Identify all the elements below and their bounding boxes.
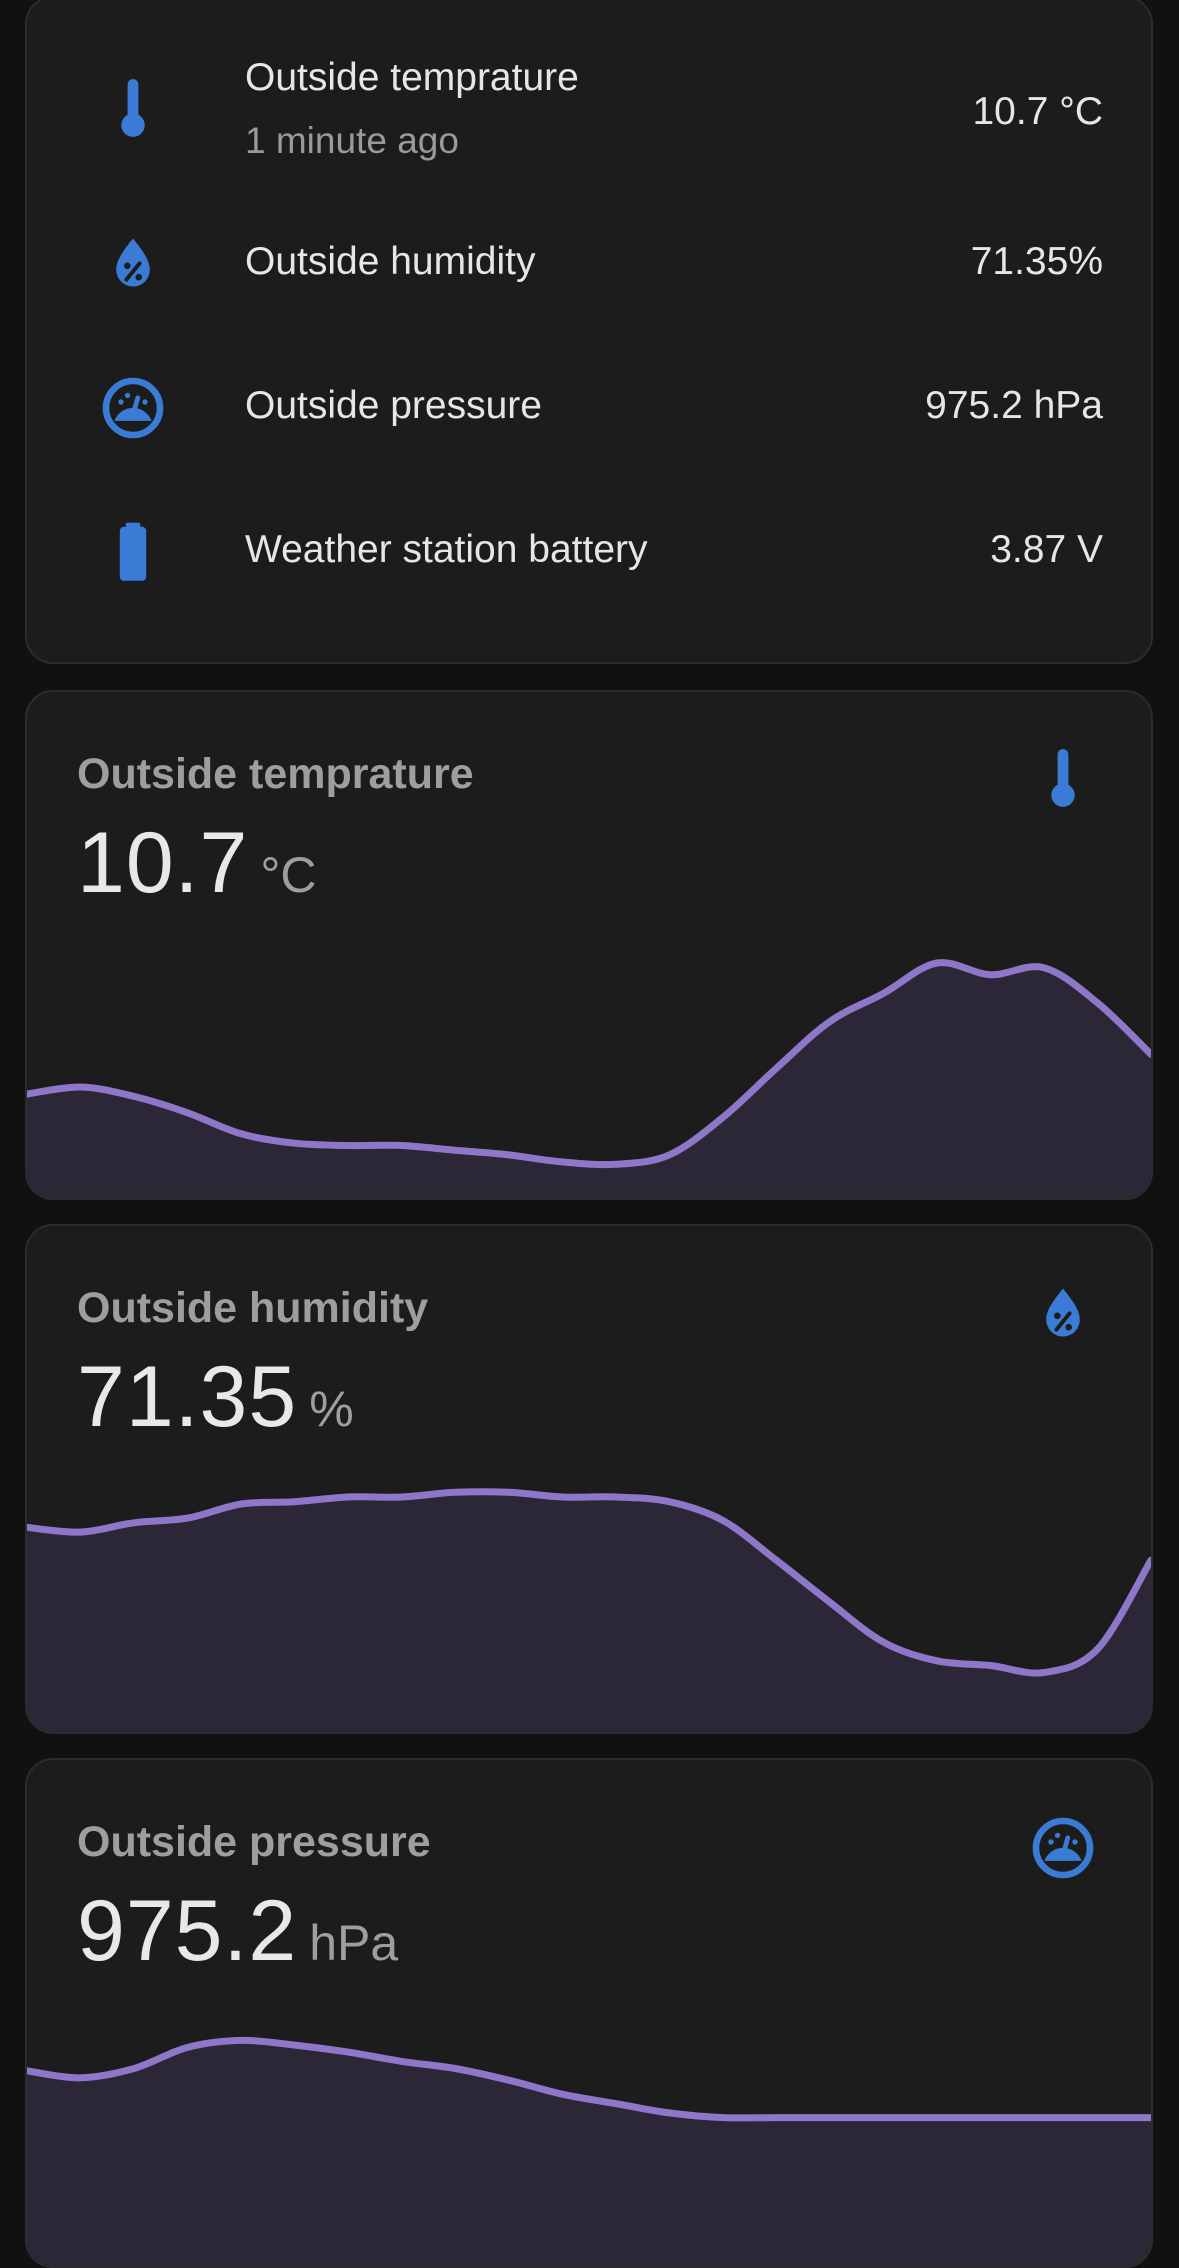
entity-row-outside-pressure[interactable]: Outside pressure 975.2 hPa — [27, 348, 1151, 468]
gauge-icon — [1027, 1812, 1099, 1884]
entity-value: 10.7 °C — [972, 90, 1103, 133]
graph-line — [27, 959, 1151, 1169]
humidity-drop-icon — [97, 228, 169, 300]
entity-value: 975.2 hPa — [925, 384, 1103, 427]
sensor-card-state: 975.2 hPa — [77, 1882, 398, 1981]
entity-value: 3.87 V — [990, 528, 1103, 571]
entities-card: Outside temprature 1 minute ago 10.7 °C … — [25, 0, 1153, 664]
graph-area — [27, 962, 1151, 1198]
graph-area — [27, 2040, 1151, 2266]
sensor-card-state: 71.35% — [77, 1348, 354, 1447]
sensor-card-outside-temperature[interactable]: Outside temprature 10.7 °C — [25, 690, 1153, 1200]
entity-name: Outside humidity — [245, 240, 536, 283]
entity-name: Weather station battery — [245, 528, 648, 571]
entity-row-outside-temperature[interactable]: Outside temprature 1 minute ago 10.7 °C — [27, 50, 1151, 170]
thermometer-icon — [97, 74, 169, 146]
graph-line — [27, 1488, 1151, 1677]
sensor-unit: hPa — [309, 1915, 399, 1971]
sensor-history-graph — [27, 1472, 1151, 1732]
entity-row-weather-station-battery[interactable]: Weather station battery 3.87 V — [27, 492, 1151, 612]
sensor-value: 10.7 — [77, 815, 249, 911]
sensor-card-title: Outside pressure — [77, 1818, 431, 1866]
sensor-history-graph — [27, 2006, 1151, 2266]
sensor-value: 975.2 — [77, 1883, 298, 1979]
gauge-icon — [97, 372, 169, 444]
sensor-card-outside-humidity[interactable]: Outside humidity 71.35% — [25, 1224, 1153, 1734]
entity-name: Outside temprature — [245, 56, 579, 99]
entity-name: Outside pressure — [245, 384, 542, 427]
humidity-drop-icon — [1027, 1278, 1099, 1350]
sensor-card-title: Outside humidity — [77, 1284, 429, 1332]
thermometer-icon — [1027, 744, 1099, 816]
sensor-card-outside-pressure[interactable]: Outside pressure 975.2 hPa — [25, 1758, 1153, 2268]
battery-icon — [97, 516, 169, 588]
entity-value: 71.35% — [970, 240, 1103, 283]
sensor-unit: °C — [260, 847, 317, 903]
sensor-value: 71.35 — [77, 1349, 298, 1445]
graph-area — [27, 1491, 1151, 1732]
sensor-history-graph — [27, 938, 1151, 1198]
entity-last-changed: 1 minute ago — [245, 120, 459, 161]
entity-row-outside-humidity[interactable]: Outside humidity 71.35% — [27, 204, 1151, 324]
sensor-unit: % — [309, 1381, 354, 1437]
sensor-card-title: Outside temprature — [77, 750, 474, 798]
sensor-card-state: 10.7 °C — [77, 814, 317, 913]
